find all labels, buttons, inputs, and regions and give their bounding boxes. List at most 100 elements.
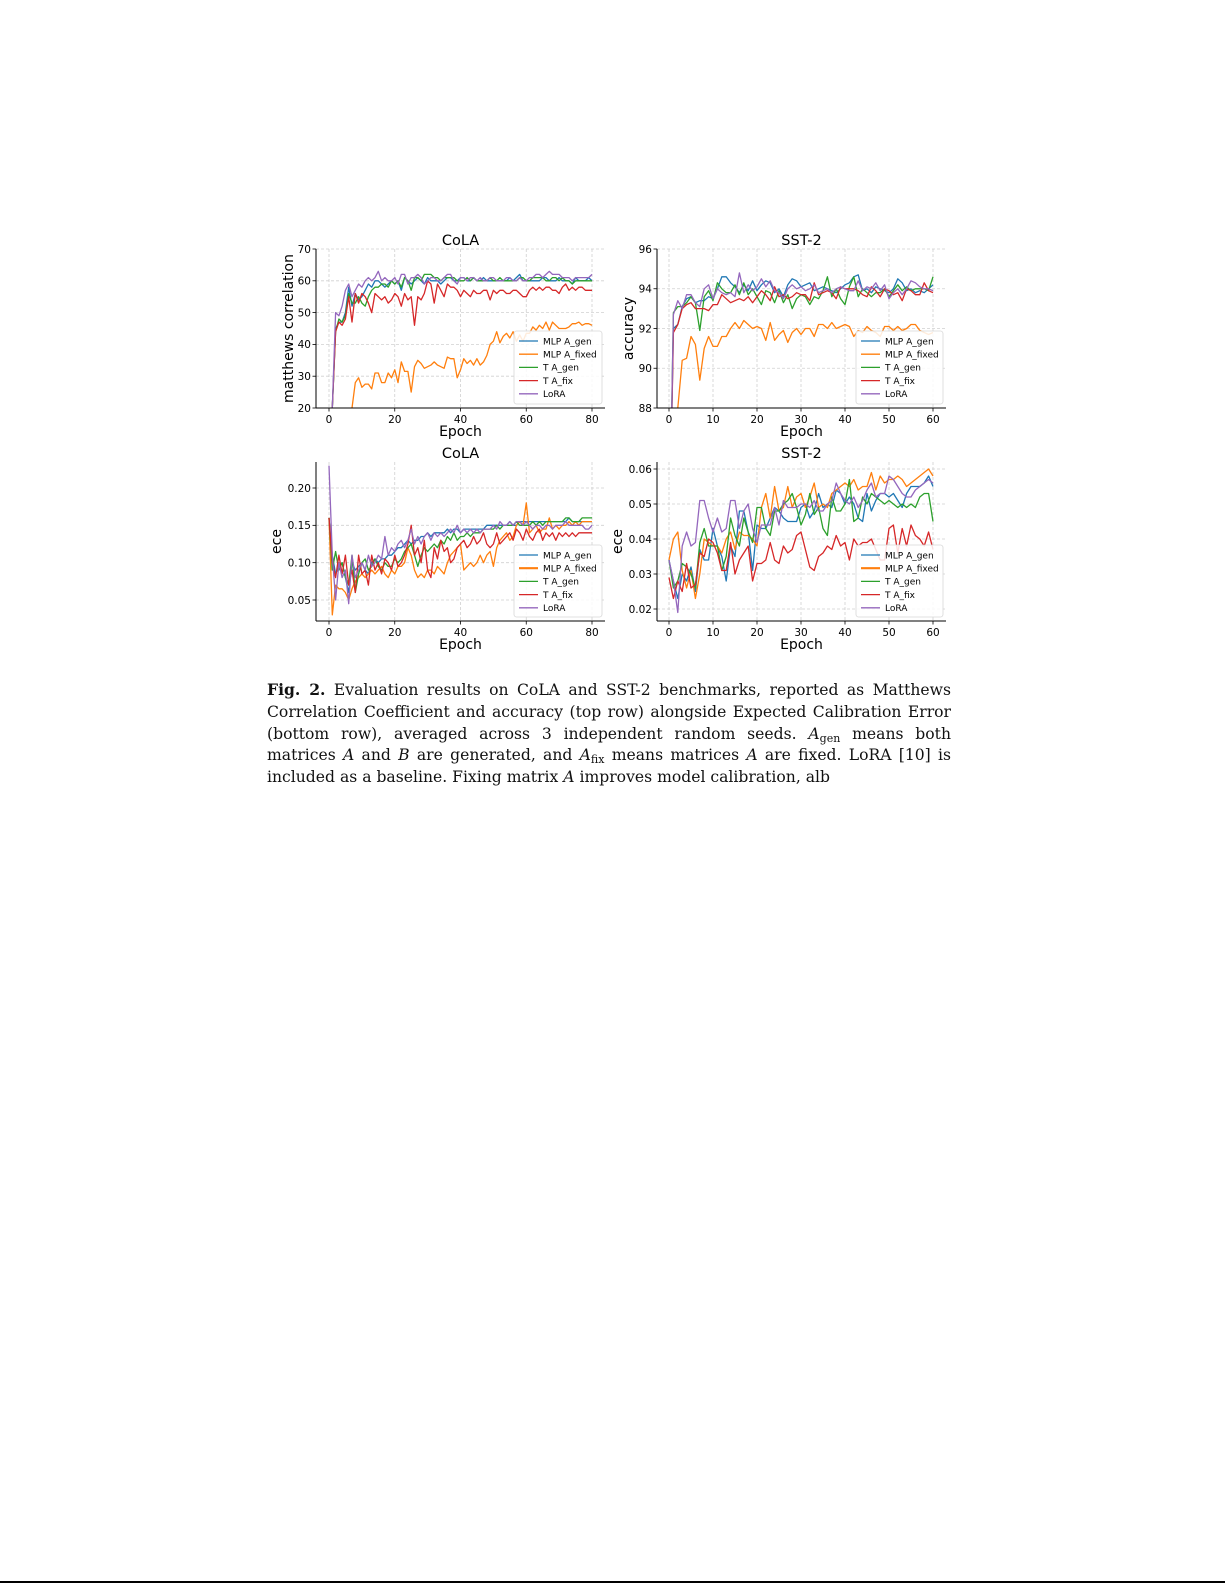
x-tick-label: 50	[882, 627, 895, 639]
series-lines	[331, 270, 593, 408]
figure-caption: Fig. 2. Evaluation results on CoLA and S…	[267, 679, 951, 789]
series-lora	[328, 465, 593, 605]
legend-label-t-a-gen: T A_gen	[884, 364, 921, 374]
y-axis-label: accuracy	[621, 297, 637, 360]
legend-label-mlp-a-fixed: MLP A_fixed	[543, 565, 597, 575]
a-fix-symbol: A	[579, 746, 591, 765]
x-axis-label: Epoch	[780, 424, 823, 440]
legend-label-lora: LoRA	[543, 390, 566, 400]
x-tick-label: 10	[706, 414, 719, 426]
x-tick-label: 50	[882, 414, 895, 426]
x-tick-label: 30	[794, 627, 807, 639]
legend-label-mlp-a-gen: MLP A_gen	[543, 337, 592, 347]
caption-text-1: Evaluation results on CoLA and SST-2 ben…	[267, 681, 951, 743]
series-t-a-fix	[671, 282, 934, 408]
chart-title: SST-2	[781, 233, 821, 249]
a-fix-subscript: fix	[590, 753, 605, 767]
x-tick-label: 20	[750, 414, 763, 426]
y-tick-label: 50	[298, 307, 311, 319]
x-axis-label: Epoch	[439, 424, 482, 440]
x-tick-label: 20	[388, 414, 401, 426]
legend-label-t-a-gen: T A_gen	[542, 364, 579, 374]
y-tick-label: 92	[639, 323, 652, 335]
caption-text-7: improves model calibration, alb	[574, 768, 831, 787]
legend-label-lora: LoRA	[885, 604, 908, 614]
legend-label-t-a-fix: T A_fix	[884, 591, 916, 601]
y-tick-label: 0.03	[629, 569, 652, 581]
x-tick-label: 40	[454, 627, 467, 639]
figure-charts: 0 20 40 60 80 20 30 40 50 60 70 CoLA Epoch matthews c…	[269, 233, 946, 653]
x-tick-label: 80	[585, 627, 598, 639]
series-mlp-a-fixed	[677, 319, 934, 408]
series-t-a-gen	[331, 273, 592, 408]
legend-label-mlp-a-gen: MLP A_gen	[543, 551, 592, 561]
series-lora	[668, 475, 934, 614]
x-tick-label: 20	[388, 627, 401, 639]
series-lines	[671, 272, 934, 408]
legend-label-mlp-a-gen: MLP A_gen	[885, 551, 934, 561]
y-axis-label: ece	[610, 529, 626, 554]
x-tick-label: 0	[666, 627, 673, 639]
y-axis-label: matthews correlation	[281, 254, 297, 403]
legend-label-t-a-fix: T A_fix	[542, 591, 574, 601]
legend-label-mlp-a-fixed: MLP A_fixed	[885, 351, 939, 361]
legend: MLP A_gen MLP A_fixed T A_gen T A_fix LoRA	[855, 330, 944, 405]
x-tick-label: 40	[838, 627, 851, 639]
chart-title: CoLA	[442, 233, 479, 249]
y-tick-label: 96	[639, 244, 653, 256]
x-tick-label: 0	[326, 414, 333, 426]
y-tick-label: 0.15	[288, 520, 311, 532]
x-tick-label: 30	[794, 414, 807, 426]
y-axis-label: ece	[269, 529, 285, 554]
y-tick-label: 94	[639, 284, 653, 296]
chart-title: SST-2	[781, 446, 821, 462]
matrix-a-symbol: A	[746, 746, 758, 765]
x-tick-label: 40	[454, 414, 467, 426]
x-tick-label: 60	[520, 414, 533, 426]
x-tick-label: 40	[838, 414, 851, 426]
y-tick-label: 20	[298, 403, 311, 415]
y-tick-label: 0.05	[288, 595, 311, 607]
x-tick-label: 60	[926, 627, 939, 639]
chart-cola-ece: 0 20 40 60 80 0.05 0.10 0.15 0.20 CoLA Epoch ece MLP…	[269, 446, 605, 653]
legend-label-t-a-gen: T A_gen	[884, 578, 921, 588]
page-bottom-rule	[0, 1581, 1225, 1583]
chart-sst2-ece: 0 10 20 30 40 50 60 0.02 0.03 0.04 0.05 0.06 SST-2 Ep…	[610, 446, 946, 653]
y-tick-label: 0.04	[629, 534, 653, 546]
legend-label-t-a-fix: T A_fix	[884, 377, 916, 387]
y-tick-label: 0.05	[629, 499, 652, 511]
x-axis-label: Epoch	[780, 637, 823, 653]
caption-text-2: means both matrices	[267, 724, 951, 765]
series-lora	[331, 270, 593, 408]
x-tick-label: 80	[585, 414, 598, 426]
y-tick-label: 88	[639, 403, 652, 415]
y-tick-label: 0.06	[629, 464, 653, 476]
series-lines	[668, 468, 934, 614]
x-axis-label: Epoch	[439, 637, 482, 653]
y-tick-label: 0.02	[629, 604, 652, 616]
series-mlp-a-fixed	[351, 321, 593, 408]
caption-text-6: are fixed. LoRA [10] is included as a ba…	[267, 746, 952, 787]
legend-label-mlp-a-fixed: MLP A_fixed	[543, 351, 597, 361]
series-mlp-a-gen	[668, 475, 934, 600]
legend: MLP A_gen MLP A_fixed T A_gen T A_fix LoRA	[513, 330, 603, 405]
x-tick-label: 10	[706, 627, 719, 639]
series-lora	[671, 272, 934, 408]
x-tick-label: 0	[326, 627, 333, 639]
x-tick-label: 20	[750, 627, 763, 639]
y-tick-label: 0.10	[288, 557, 311, 569]
legend: MLP A_gen MLP A_fixed T A_gen T A_fix LoRA	[855, 544, 944, 618]
legend: MLP A_gen MLP A_fixed T A_gen T A_fix LoRA	[513, 544, 603, 618]
y-tick-label: 30	[298, 371, 311, 383]
legend-label-lora: LoRA	[885, 390, 908, 400]
matrix-a-symbol: A	[343, 746, 355, 765]
matrix-a-symbol: A	[563, 768, 575, 787]
chart-sst2-accuracy: 0 10 20 30 40 50 60 88 90 92 94 96 SST-2 Epoch accurac…	[621, 233, 946, 440]
x-tick-label: 60	[926, 414, 939, 426]
legend-label-t-a-fix: T A_fix	[542, 377, 574, 387]
a-gen-symbol: A	[808, 724, 820, 743]
matrix-b-symbol: B	[398, 746, 410, 765]
caption-text-4: are generated, and	[409, 746, 580, 765]
y-tick-label: 40	[298, 339, 311, 351]
a-gen-subscript: gen	[819, 731, 841, 745]
